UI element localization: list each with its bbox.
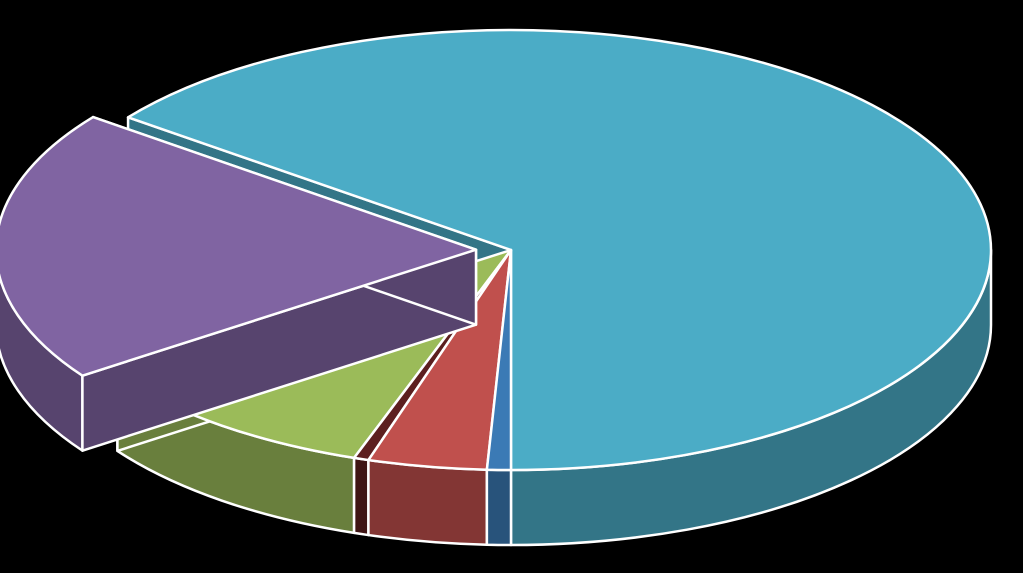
pie-chart-3d [0, 0, 1023, 573]
pie-slices [0, 30, 991, 545]
slice-0-wall [487, 470, 511, 545]
slice-2-wall [354, 458, 368, 535]
slice-1-wall [368, 460, 486, 545]
